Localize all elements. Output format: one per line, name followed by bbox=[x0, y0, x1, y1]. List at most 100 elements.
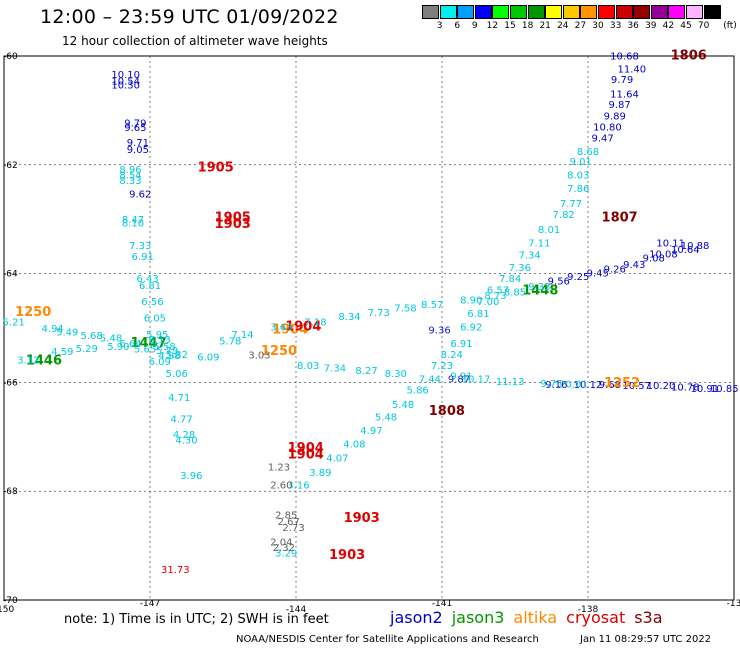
track-time-label: 1905 bbox=[215, 210, 251, 225]
wave-height-label: 10.12 bbox=[574, 380, 603, 391]
wave-height-label: 6.09 bbox=[197, 353, 219, 364]
wave-height-label: 10.78 bbox=[671, 383, 700, 394]
wave-height-label: 7.14 bbox=[231, 330, 253, 341]
wave-height-label: 4.97 bbox=[360, 426, 382, 437]
wave-height-label: 5.86 bbox=[407, 385, 429, 396]
wave-height-label: 2.73 bbox=[282, 523, 304, 534]
colorbar-label: 30 bbox=[592, 21, 604, 31]
track-time-label: 1447 bbox=[130, 336, 166, 351]
wave-height-label: 5.78 bbox=[219, 336, 241, 347]
wave-height-label: 8.34 bbox=[338, 312, 360, 323]
wave-height-label: 7.84 bbox=[499, 274, 521, 285]
longitude-tick-label: -13 bbox=[727, 599, 740, 609]
wave-height-label: 9.79 bbox=[611, 75, 633, 86]
wave-height-label: 5.48 bbox=[392, 400, 414, 411]
wave-height-label: 10.57 bbox=[622, 381, 651, 392]
longitude-tick-label: -150 bbox=[0, 605, 14, 615]
colorbar-label: 18 bbox=[521, 21, 534, 31]
colorbar-label: 15 bbox=[504, 21, 516, 31]
wave-height-label: 8.33 bbox=[119, 176, 141, 187]
wave-height-label: 9.26 bbox=[604, 265, 626, 276]
wave-height-label: 8.96 bbox=[119, 165, 141, 176]
page-title: 12:00 – 23:59 UTC 01/09/2022 bbox=[40, 6, 339, 28]
satellite-legend-item: jason3 bbox=[451, 608, 505, 627]
footer-timestamp: Jan 11 08:29:57 UTC 2022 bbox=[580, 634, 712, 645]
wave-height-label: 4.28 bbox=[173, 430, 195, 441]
colorbar-swatch bbox=[510, 5, 527, 19]
colorbar-label: 24 bbox=[557, 21, 569, 31]
latitude-tick-label: -70 bbox=[3, 596, 18, 606]
wave-height-label: 1.23 bbox=[268, 463, 290, 474]
wave-height-label: 10.08 bbox=[649, 249, 678, 260]
colorbar-label: 9 bbox=[471, 21, 478, 31]
colorbar-swatch bbox=[474, 5, 492, 19]
wave-height-label: 5.29 bbox=[76, 344, 98, 355]
wave-height-label: 9.62 bbox=[129, 189, 151, 200]
colorbar-label: 3 bbox=[436, 21, 443, 31]
wave-height-label: 3.32 bbox=[17, 355, 39, 366]
wave-height-label: 9.87 bbox=[609, 100, 631, 111]
wave-height-label: 10.10 bbox=[111, 70, 140, 81]
colorbar-swatch bbox=[492, 5, 510, 19]
colorbar-swatch bbox=[527, 5, 545, 19]
track-time-label: 1807 bbox=[602, 210, 638, 225]
wave-height-label: 7.11 bbox=[528, 238, 550, 249]
colorbar-label: 6 bbox=[454, 21, 461, 31]
wave-height-label: 10.80 bbox=[593, 123, 622, 134]
colorbar-swatch bbox=[439, 5, 457, 19]
colorbar-swatch bbox=[686, 5, 703, 19]
wave-height-label: 9.91 bbox=[450, 372, 472, 383]
wave-height-label: 2.60 bbox=[270, 480, 292, 491]
wave-height-label: 31.73 bbox=[161, 565, 190, 576]
wave-height-label: 4.77 bbox=[171, 415, 193, 426]
wave-height-label: 9.89 bbox=[604, 112, 626, 123]
wave-height-label: 10.11 bbox=[656, 238, 685, 249]
wave-height-label: 9.75 bbox=[540, 379, 562, 390]
wave-height-label: 7.34 bbox=[518, 250, 540, 261]
track-time-label: 1904 bbox=[288, 441, 324, 456]
wave-height-label: 10.88 bbox=[681, 241, 710, 252]
wave-height-label: 4.08 bbox=[343, 440, 365, 451]
wave-height-label: 8.01 bbox=[538, 225, 560, 236]
wave-height-label: 4.94 bbox=[42, 324, 64, 335]
colorbar-swatch bbox=[580, 5, 598, 19]
wave-height-label: 8.03 bbox=[567, 170, 589, 181]
colorbar-swatch bbox=[562, 5, 580, 19]
wave-height-label: 6.05 bbox=[144, 313, 166, 324]
wave-height-label: 9.05 bbox=[127, 145, 149, 156]
wave-height-label: 6.64 bbox=[119, 339, 141, 350]
colorbar-label: 70 bbox=[697, 21, 710, 31]
colorbar-label: 21 bbox=[539, 21, 551, 31]
wave-height-label: 10.85 bbox=[710, 384, 739, 395]
wave-height-label: 8.27 bbox=[355, 366, 377, 377]
wave-height-label: 4.07 bbox=[326, 453, 348, 464]
wave-height-label: 4.71 bbox=[168, 393, 190, 404]
wave-height-label: 8.10 bbox=[122, 218, 144, 229]
wave-height-label: 7.36 bbox=[509, 263, 531, 274]
wave-height-label: 9.47 bbox=[591, 133, 613, 144]
wave-height-label: 7.82 bbox=[553, 210, 575, 221]
wave-height-label: 6.56 bbox=[141, 297, 163, 308]
wave-height-label: 5.48 bbox=[100, 334, 122, 345]
wave-height-label: 6.81 bbox=[467, 309, 489, 320]
wave-height-label: 5.65 bbox=[134, 344, 156, 355]
wave-height-label: 7.44 bbox=[419, 374, 441, 385]
latitude-tick-label: -66 bbox=[3, 378, 18, 388]
wave-height-label: 6.81 bbox=[139, 281, 161, 292]
wave-height-label: 6.43 bbox=[136, 274, 158, 285]
wave-height-label: 3.63 bbox=[270, 323, 292, 334]
track-time-label: 1904 bbox=[288, 448, 324, 463]
track-time-label: 1250 bbox=[261, 344, 297, 359]
track-time-label: 1252 bbox=[604, 376, 640, 391]
wave-height-label: 2.04 bbox=[270, 538, 292, 549]
wave-height-label: 11.40 bbox=[617, 64, 646, 75]
track-time-label: 1250 bbox=[15, 305, 51, 320]
colorbar-label: 36 bbox=[627, 21, 639, 31]
wave-height-label: 7.34 bbox=[324, 364, 346, 375]
wave-height-label: 2.32 bbox=[273, 543, 295, 554]
satellite-legend-item: s3a bbox=[634, 608, 663, 627]
longitude-tick-label: -141 bbox=[432, 599, 452, 609]
track-time-label: 1808 bbox=[429, 404, 465, 419]
